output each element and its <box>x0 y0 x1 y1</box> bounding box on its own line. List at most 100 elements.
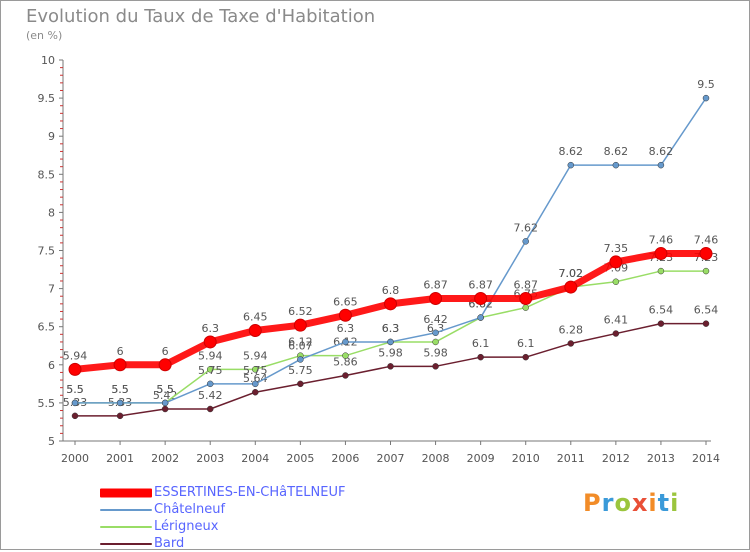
data-point <box>657 320 665 327</box>
legend-swatch <box>100 525 152 528</box>
data-point <box>612 278 620 285</box>
data-label: 5.94 <box>198 349 223 362</box>
data-point <box>657 267 665 275</box>
data-point <box>432 329 439 337</box>
data-point <box>474 292 488 306</box>
series-line <box>75 322 706 417</box>
x-tick-label: 2000 <box>61 452 89 465</box>
data-label: 5.5 <box>111 383 129 396</box>
data-point <box>702 267 710 275</box>
legend-label: Lérigneux <box>154 519 219 534</box>
data-point <box>71 412 79 420</box>
data-point <box>342 372 349 379</box>
x-tick-label: 2001 <box>106 452 134 465</box>
data-point <box>113 358 127 372</box>
data-point <box>429 292 443 306</box>
y-tick-label: 9 <box>48 130 55 143</box>
x-tick-label: 2012 <box>602 452 630 465</box>
data-point <box>387 363 394 370</box>
data-point <box>609 255 623 269</box>
data-label: 5.5 <box>66 383 84 396</box>
data-label: 6.54 <box>694 304 719 317</box>
logo-letter: t <box>657 489 671 517</box>
data-label: 5.42 <box>198 389 223 402</box>
x-tick-label: 2009 <box>467 452 495 465</box>
y-tick-label: 7 <box>48 283 55 296</box>
x-tick-label: 2008 <box>422 452 450 465</box>
data-point <box>206 366 214 373</box>
data-label: 7.46 <box>694 234 719 247</box>
chart-title: Evolution du Taux de Taxe d'Habitation <box>26 6 376 27</box>
logo-letter: r <box>601 489 615 517</box>
logo-letter: P <box>583 489 602 517</box>
data-label: 6.3 <box>382 322 400 335</box>
data-label: 6.28 <box>559 323 584 336</box>
data-point <box>612 330 620 337</box>
data-label: 6.87 <box>423 279 448 292</box>
legend-label: ESSERTINES-EN-CHâTELNEUF <box>154 485 346 500</box>
data-point <box>206 380 214 388</box>
legend-item: Lérigneux <box>100 518 420 535</box>
data-label: 5.5 <box>156 383 174 396</box>
y-tick-label: 5 <box>48 435 55 448</box>
logo-letter: x <box>631 489 649 517</box>
data-point <box>522 304 529 311</box>
data-label: 5.98 <box>423 346 448 359</box>
data-label: 6.1 <box>472 337 490 350</box>
data-label: 5.86 <box>333 355 358 368</box>
data-label: 6.1 <box>517 337 535 350</box>
data-point <box>158 358 172 372</box>
x-tick-label: 2002 <box>151 452 179 465</box>
data-point <box>477 353 484 361</box>
data-label: 5.75 <box>288 364 313 377</box>
legend: ESSERTINES-EN-CHâTELNEUF Châtelneuf Lérign… <box>100 484 420 552</box>
data-label: 6.3 <box>382 322 400 335</box>
data-label: 6.87 <box>513 279 538 292</box>
data-point <box>564 280 578 294</box>
data-point <box>612 161 620 169</box>
legend-swatch <box>100 508 152 511</box>
y-tick-label: 9.5 <box>38 92 56 105</box>
data-point <box>522 353 529 361</box>
data-point <box>384 297 397 311</box>
data-label: 6.42 <box>423 313 448 326</box>
data-label: 7.46 <box>649 234 674 247</box>
x-tick-label: 2007 <box>377 452 405 465</box>
legend-label: Châtelneuf <box>154 502 226 517</box>
data-point <box>654 247 668 261</box>
data-point <box>432 338 439 346</box>
legend-item: Bard <box>100 535 420 552</box>
data-point <box>387 338 394 346</box>
x-tick-label: 2014 <box>692 452 720 465</box>
x-tick-label: 2006 <box>331 452 359 465</box>
data-point <box>657 161 665 169</box>
data-label: 5.98 <box>378 346 403 359</box>
data-point <box>519 292 533 306</box>
data-label: 5.5 <box>111 383 129 396</box>
logo-letter: o <box>614 489 632 517</box>
y-tick-label: 5.5 <box>38 397 56 410</box>
data-point <box>252 366 259 373</box>
data-label: 6.12 <box>288 336 313 349</box>
data-label: 6.65 <box>333 295 358 308</box>
chart-subtitle: (en %) <box>26 29 63 42</box>
data-point <box>71 399 79 407</box>
data-label: 7.35 <box>604 242 629 255</box>
data-label: 5.64 <box>243 372 268 385</box>
data-label: 6.8 <box>382 284 400 297</box>
data-point <box>161 399 169 407</box>
data-label: 6 <box>162 345 169 358</box>
data-point <box>432 363 439 370</box>
y-tick-label: 10 <box>41 54 55 67</box>
data-label: 6.87 <box>468 279 493 292</box>
y-tick-label: 6 <box>48 359 55 372</box>
data-point <box>342 352 349 359</box>
data-point <box>203 335 217 349</box>
data-point <box>297 380 304 388</box>
legend-item: Châtelneuf <box>100 501 420 518</box>
logo-letter: i <box>670 489 680 517</box>
data-label: 6.45 <box>243 311 268 324</box>
x-tick-label: 2011 <box>557 452 585 465</box>
